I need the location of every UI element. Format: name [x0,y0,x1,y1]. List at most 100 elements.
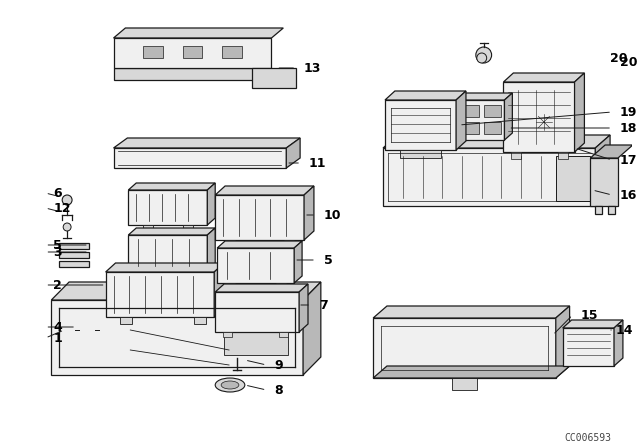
Text: 16: 16 [620,189,637,202]
Polygon shape [608,206,615,214]
Polygon shape [113,138,300,148]
Polygon shape [556,306,570,378]
Polygon shape [113,148,286,168]
Polygon shape [511,152,521,159]
Polygon shape [106,272,214,317]
Polygon shape [225,283,235,288]
Text: 20: 20 [620,56,637,69]
Polygon shape [223,332,232,337]
Polygon shape [614,320,623,366]
Polygon shape [590,158,618,206]
Polygon shape [182,225,193,233]
Polygon shape [595,135,610,206]
Circle shape [63,223,71,231]
Polygon shape [373,306,570,318]
Circle shape [396,328,439,372]
Polygon shape [129,235,207,270]
Polygon shape [225,240,235,246]
Polygon shape [558,152,568,159]
Text: 7: 7 [319,298,328,311]
Polygon shape [284,240,294,246]
Polygon shape [294,241,302,283]
Polygon shape [276,283,286,288]
Text: 4: 4 [53,320,62,333]
Text: 17: 17 [620,154,637,167]
Ellipse shape [215,378,245,392]
Polygon shape [207,183,215,225]
Circle shape [232,350,242,360]
Polygon shape [51,282,321,300]
Polygon shape [217,241,302,248]
Circle shape [470,338,493,362]
Polygon shape [504,93,513,140]
Polygon shape [207,228,215,270]
Polygon shape [182,46,202,58]
Polygon shape [400,150,441,158]
Polygon shape [286,138,300,168]
Polygon shape [462,105,479,117]
Polygon shape [60,243,89,249]
Text: 20: 20 [610,52,628,65]
Polygon shape [556,156,590,201]
Polygon shape [457,100,504,140]
Polygon shape [385,100,456,150]
Polygon shape [224,320,288,355]
Polygon shape [215,186,314,195]
Circle shape [226,298,253,326]
Text: 18: 18 [620,121,637,134]
Text: 11: 11 [309,156,326,169]
Polygon shape [504,73,584,82]
Polygon shape [129,183,215,190]
Polygon shape [214,263,224,317]
Polygon shape [143,225,153,233]
Text: 12: 12 [53,202,71,215]
Circle shape [534,112,554,132]
Text: 8: 8 [275,383,283,396]
Circle shape [62,195,72,205]
Polygon shape [504,82,575,152]
Polygon shape [195,317,206,324]
Polygon shape [457,93,513,100]
Polygon shape [304,186,314,240]
Polygon shape [215,284,308,292]
Text: 1: 1 [53,332,62,345]
Polygon shape [456,91,466,150]
Text: 2: 2 [53,279,62,292]
Ellipse shape [221,381,239,389]
Text: 6: 6 [53,186,62,199]
Polygon shape [590,145,633,158]
Text: 19: 19 [620,105,637,119]
Polygon shape [383,135,610,148]
Polygon shape [129,228,215,235]
Circle shape [477,53,486,63]
Polygon shape [303,282,321,375]
Text: 5: 5 [53,238,62,251]
Polygon shape [215,292,299,332]
Polygon shape [217,248,294,283]
Circle shape [476,47,492,63]
Text: 15: 15 [580,309,598,322]
Text: 3: 3 [53,246,62,258]
Polygon shape [158,270,178,276]
Polygon shape [60,252,89,258]
Polygon shape [484,122,500,134]
Polygon shape [113,68,271,80]
Polygon shape [595,206,602,214]
Circle shape [118,48,129,58]
Circle shape [406,338,429,362]
Polygon shape [385,91,466,100]
Text: 10: 10 [324,208,341,221]
Polygon shape [60,261,89,267]
Circle shape [233,305,247,319]
Polygon shape [452,378,477,390]
Text: 13: 13 [304,61,321,74]
Polygon shape [373,366,570,378]
Text: 9: 9 [275,358,283,371]
Polygon shape [299,284,308,332]
Polygon shape [252,68,296,88]
Circle shape [460,328,504,372]
Circle shape [526,104,562,140]
Text: 14: 14 [616,323,634,336]
Ellipse shape [76,324,98,336]
Polygon shape [383,148,595,206]
